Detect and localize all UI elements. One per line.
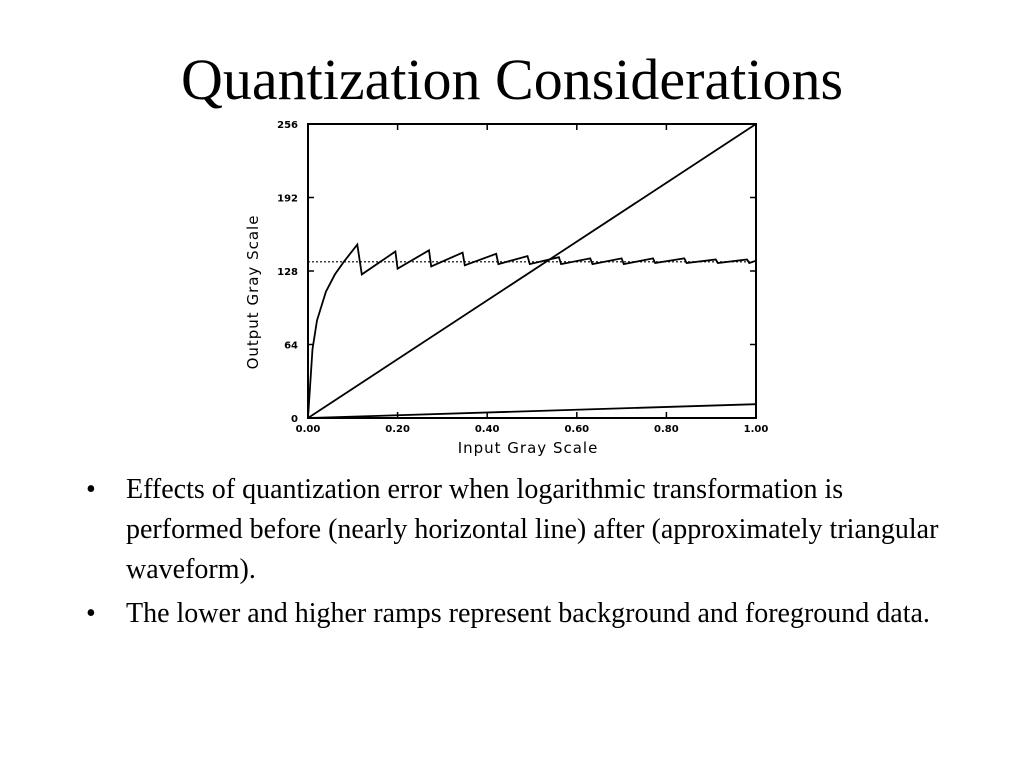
y-tick-label: 128 xyxy=(277,267,298,278)
x-tick-label: 1.00 xyxy=(744,424,769,435)
quantization-chart: 0.00 0.20 0.40 0.60 0.80 1.00 0 64 128 192 256 Inp… xyxy=(238,112,778,462)
x-tick-label: 0.00 xyxy=(296,424,321,435)
series-line-3 xyxy=(307,242,757,419)
y-axis-label: Output Gray Scale xyxy=(244,215,262,370)
bullet-list: • Effects of quantization error when loga… xyxy=(86,470,946,638)
x-tick-label: 0.80 xyxy=(654,424,679,435)
y-tick-label: 64 xyxy=(284,341,298,352)
y-tick-label: 0 xyxy=(291,414,298,425)
series-line-0 xyxy=(307,123,757,419)
series-line-1 xyxy=(307,403,757,419)
x-tick-label: 0.40 xyxy=(475,424,500,435)
bullet-text: Effects of quantization error when logar… xyxy=(126,474,939,585)
bullet-item: • Effects of quantization error when loga… xyxy=(86,470,946,590)
x-axis-label: Input Gray Scale xyxy=(458,439,599,457)
y-tick-label: 256 xyxy=(277,120,298,131)
x-tick-label: 0.20 xyxy=(385,424,410,435)
bullet-text: The lower and higher ramps represent bac… xyxy=(126,598,930,629)
chart-svg: 0.00 0.20 0.40 0.60 0.80 1.00 0 64 128 192 256 Inp… xyxy=(244,120,769,457)
slide-title: Quantization Considerations xyxy=(180,47,844,112)
y-tick-label: 192 xyxy=(277,194,298,205)
x-tick-label: 0.60 xyxy=(564,424,589,435)
bullet-glyph: • xyxy=(86,474,96,505)
bullet-item: • The lower and higher ramps represent ba… xyxy=(86,594,946,634)
bullet-glyph: • xyxy=(86,598,96,629)
